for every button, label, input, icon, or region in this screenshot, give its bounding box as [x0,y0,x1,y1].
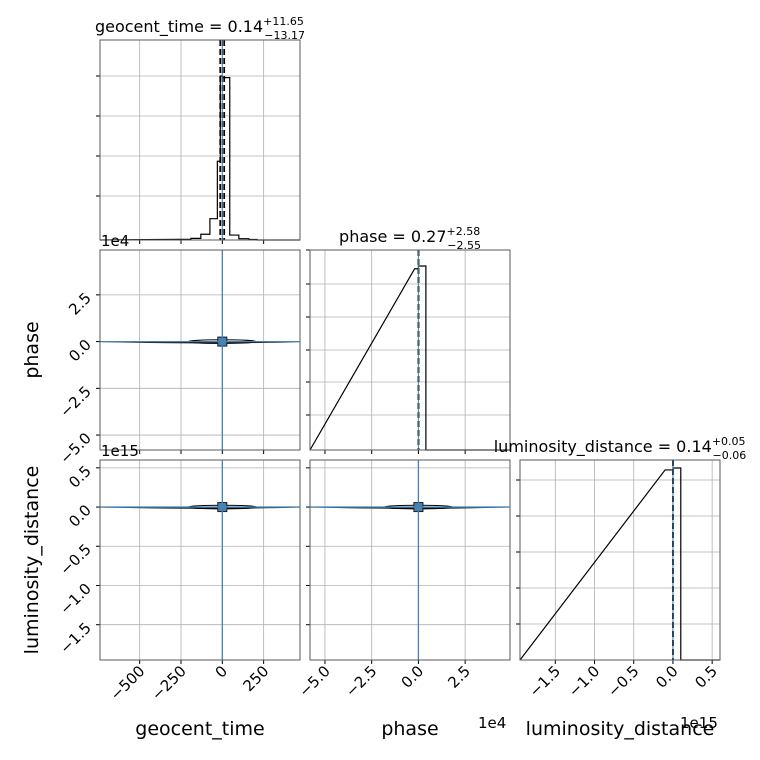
scatter-panel-luminosity_distance-vs-geocent_time [96,459,301,664]
x-tick-label-luminosity_distance: −1.0 [565,662,603,700]
grid [100,460,300,660]
x-tick-label-luminosity_distance: 0.0 [652,662,682,692]
x-tick-label-luminosity_distance: 0.5 [691,662,721,692]
diagonal-panel-geocent_time: geocent_time = 0.14+11.65 −13.17 [95,15,305,244]
title-upper: +2.58 [447,225,481,238]
grid [100,250,300,450]
offset-label-luminosity-x: 1e15 [680,714,718,732]
y-tick-label-luminosity_distance: −1.5 [56,619,94,657]
grid [310,460,510,660]
title-lower: −2.55 [447,239,481,252]
panel-frame [99,459,301,661]
histogram-phase [309,265,510,451]
x-axis-label-luminosity_distance: luminosity_distance [526,718,715,740]
title-upper: +11.65 [263,15,304,28]
y-tick-label-luminosity_distance: 0.0 [65,501,95,531]
x-tick-label-phase: 2.5 [444,662,474,692]
x-tick-label-geocent_time: 250 [239,662,272,695]
panel-frame [309,459,511,661]
y-axis-label-luminosity_distance: luminosity_distance [21,466,43,655]
offset-label-phase-y: 1e4 [101,232,129,250]
y-axis-label-phase: phase [21,321,43,378]
panel-frame [309,249,511,451]
scatter-panel-phase-vs-geocent_time [96,249,301,454]
title-lower: −0.06 [713,449,747,462]
y-tick-label-phase: −2.5 [56,382,94,420]
grid [310,249,510,450]
x-tick-label-luminosity_distance: −1.5 [526,662,564,700]
panel-frame [99,249,301,451]
y-tick-label-luminosity_distance: −1.0 [56,580,94,618]
diagonal-panel-phase: phase = 0.27+2.58 −2.55 [306,225,511,454]
offset-label-phase-x: 1e4 [478,714,506,732]
x-tick-label-phase: −2.5 [342,662,380,700]
truth-marker [218,503,227,512]
panel-frame [519,459,721,661]
x-tick-label-phase: −5.0 [295,662,333,700]
title-lower: −13.17 [264,29,305,42]
histogram-luminosity_distance [519,467,720,661]
y-tick-label-phase: 0.0 [65,336,95,366]
title-main: geocent_time = 0.14 [95,17,263,37]
y-tick-label-phase: −5.0 [56,429,94,467]
x-tick-label-geocent_time: 0 [212,662,231,681]
x-tick-label-geocent_time: −250 [148,662,190,704]
panel-frame [99,39,301,241]
panel-title-luminosity_distance: luminosity_distance = 0.14+0.05 −0.06 [494,435,747,462]
truth-marker [218,337,227,346]
panel-title-geocent_time: geocent_time = 0.14+11.65 −13.17 [95,15,305,42]
x-axis-label-geocent_time: geocent_time [135,718,264,740]
scatter-panel-luminosity_distance-vs-phase [306,459,511,664]
histogram-geocent_time [99,75,300,241]
x-axis-label-phase: phase [381,718,438,740]
panel-title-phase: phase = 0.27+2.58 −2.55 [339,225,481,252]
x-tick-label-luminosity_distance: −0.5 [604,662,642,700]
title-main: phase = 0.27 [339,227,446,246]
diagonal-panel-luminosity_distance: luminosity_distance = 0.14+0.05 −0.06 [494,435,747,664]
x-tick-label-geocent_time: −500 [107,662,149,704]
title-upper: +0.05 [712,435,746,448]
y-tick-label-phase: 2.5 [65,289,95,319]
truth-marker [414,503,423,512]
x-tick-label-phase: 0.0 [398,662,428,692]
y-tick-label-luminosity_distance: −0.5 [56,540,94,578]
offset-label-luminosity-y: 1e15 [101,442,139,460]
grid [100,40,300,240]
grid [520,460,720,660]
title-main: luminosity_distance = 0.14 [494,437,712,457]
